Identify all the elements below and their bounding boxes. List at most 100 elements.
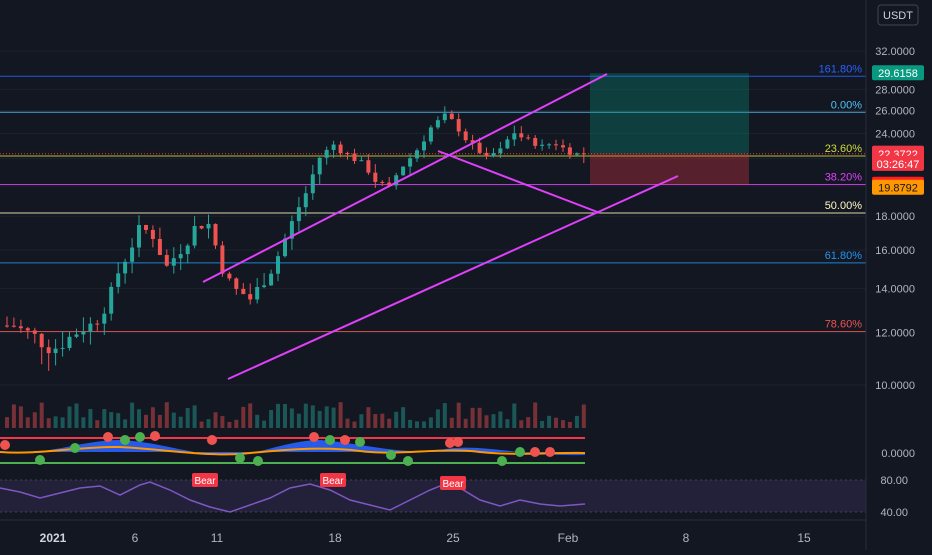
long-position-tool[interactable]	[0, 73, 866, 185]
volume-bar	[505, 419, 510, 428]
candle-body	[366, 160, 371, 173]
volume-bar	[88, 408, 93, 428]
candle-body	[88, 323, 93, 332]
rsi-tick-label: 80.00	[880, 475, 908, 487]
osc-signal-dot	[403, 456, 413, 466]
volume-bar	[157, 414, 162, 428]
price-tag-label: 03:26:47	[877, 159, 920, 171]
candle-body	[456, 119, 461, 132]
time-tick-label: 6	[132, 531, 139, 545]
volume-bar	[547, 415, 552, 428]
candle-body	[137, 225, 141, 248]
volume-bar	[408, 419, 413, 428]
volume-bar	[53, 416, 58, 428]
volume-bar	[46, 418, 51, 428]
candle-body	[199, 226, 204, 229]
volume-bar	[32, 412, 37, 428]
candle-body	[5, 325, 9, 327]
candle-body	[102, 313, 107, 324]
currency-button[interactable]: USDT	[877, 4, 919, 26]
fib-level-label: 61.80%	[825, 250, 863, 262]
volume-bar	[60, 417, 65, 428]
osc-signal-dot	[530, 447, 540, 457]
time-axis[interactable]: 2021 6 11 18 25 Feb 8 15	[40, 531, 811, 545]
volume-bar	[150, 407, 155, 428]
volume-bar	[415, 421, 419, 428]
volume-bar	[442, 403, 447, 428]
time-tick-label: 25	[446, 531, 460, 545]
time-tick-label: 8	[683, 531, 690, 545]
candle-body	[60, 347, 65, 349]
candle-body	[262, 285, 267, 288]
candle-body	[394, 175, 399, 186]
channel-lower-line	[227, 175, 679, 380]
volume-bar	[116, 413, 121, 428]
volume-bar	[81, 417, 86, 428]
candle-body	[185, 245, 190, 255]
osc-signal-dot	[135, 432, 145, 442]
time-tick-label: 15	[797, 531, 811, 545]
volume-bar	[109, 412, 114, 428]
osc-signal-dot	[150, 431, 160, 441]
volume-bar	[74, 403, 79, 428]
rsi-pane: 80.00 40.00 Bear Bear Bear	[0, 473, 908, 519]
candle-body	[283, 238, 287, 257]
candle-body	[484, 152, 489, 157]
osc-signal-dot	[325, 435, 335, 445]
candle-body	[220, 245, 225, 274]
rsi-band	[0, 480, 866, 512]
candle-body	[130, 247, 135, 262]
candle-body	[561, 145, 565, 148]
price-tick-label: 24.0000	[875, 129, 915, 141]
volume-bar	[213, 412, 218, 428]
volume-bar	[561, 420, 565, 428]
candle-body	[415, 150, 419, 159]
candle-body	[526, 137, 531, 139]
candle-body	[387, 182, 392, 186]
price-tag-label: 19.8792	[878, 183, 918, 195]
candle-body	[67, 336, 72, 348]
candle-body	[540, 144, 545, 146]
time-tick-label: Feb	[558, 531, 579, 545]
osc-signal-dot	[253, 456, 263, 466]
candle-body	[303, 193, 308, 208]
volume-bar	[324, 406, 329, 428]
oscillator-pane: 0.0000	[0, 431, 915, 466]
candle-body	[289, 221, 294, 239]
volume-bar	[262, 420, 267, 428]
time-tick-label: 2021	[40, 531, 67, 545]
candle-body	[46, 347, 51, 354]
osc-signal-dot	[309, 432, 319, 442]
fib-level-label: 78.60%	[825, 318, 863, 330]
price-tick-label: 16.0000	[875, 245, 915, 257]
osc-signal-dot	[497, 456, 507, 466]
trend-channel[interactable]	[202, 73, 679, 380]
volume-bar	[192, 405, 197, 428]
volume-bar	[422, 421, 426, 428]
candle-body	[470, 140, 475, 143]
candle-body	[95, 323, 100, 325]
volume-bar	[130, 402, 135, 428]
osc-signal-dot	[235, 453, 245, 463]
volume-bar	[255, 414, 260, 428]
candle-body	[401, 166, 406, 176]
price-axis[interactable]: 32.000028.000026.000024.000022.000020.00…	[872, 46, 924, 392]
candle-body	[276, 256, 280, 274]
volume-bar	[234, 419, 239, 428]
candle-body	[435, 120, 440, 128]
bear-divergence-label: Bear	[442, 479, 464, 490]
volume-bar	[470, 407, 475, 428]
candle-body	[81, 331, 86, 335]
volume-bar	[241, 406, 246, 428]
volume-bar	[178, 416, 183, 428]
osc-signal-dot	[70, 443, 80, 453]
candle-body	[74, 334, 79, 337]
volume-bar	[95, 420, 100, 428]
fibonacci-retracement[interactable]: 161.80% 0.00% 23.60% 38.20% 50.00% 61.80% 78.6…	[0, 63, 866, 332]
volume-bar	[435, 409, 440, 428]
osc-signal-dot	[35, 455, 45, 465]
volume-bar	[526, 417, 531, 428]
volume-bar	[5, 417, 9, 428]
